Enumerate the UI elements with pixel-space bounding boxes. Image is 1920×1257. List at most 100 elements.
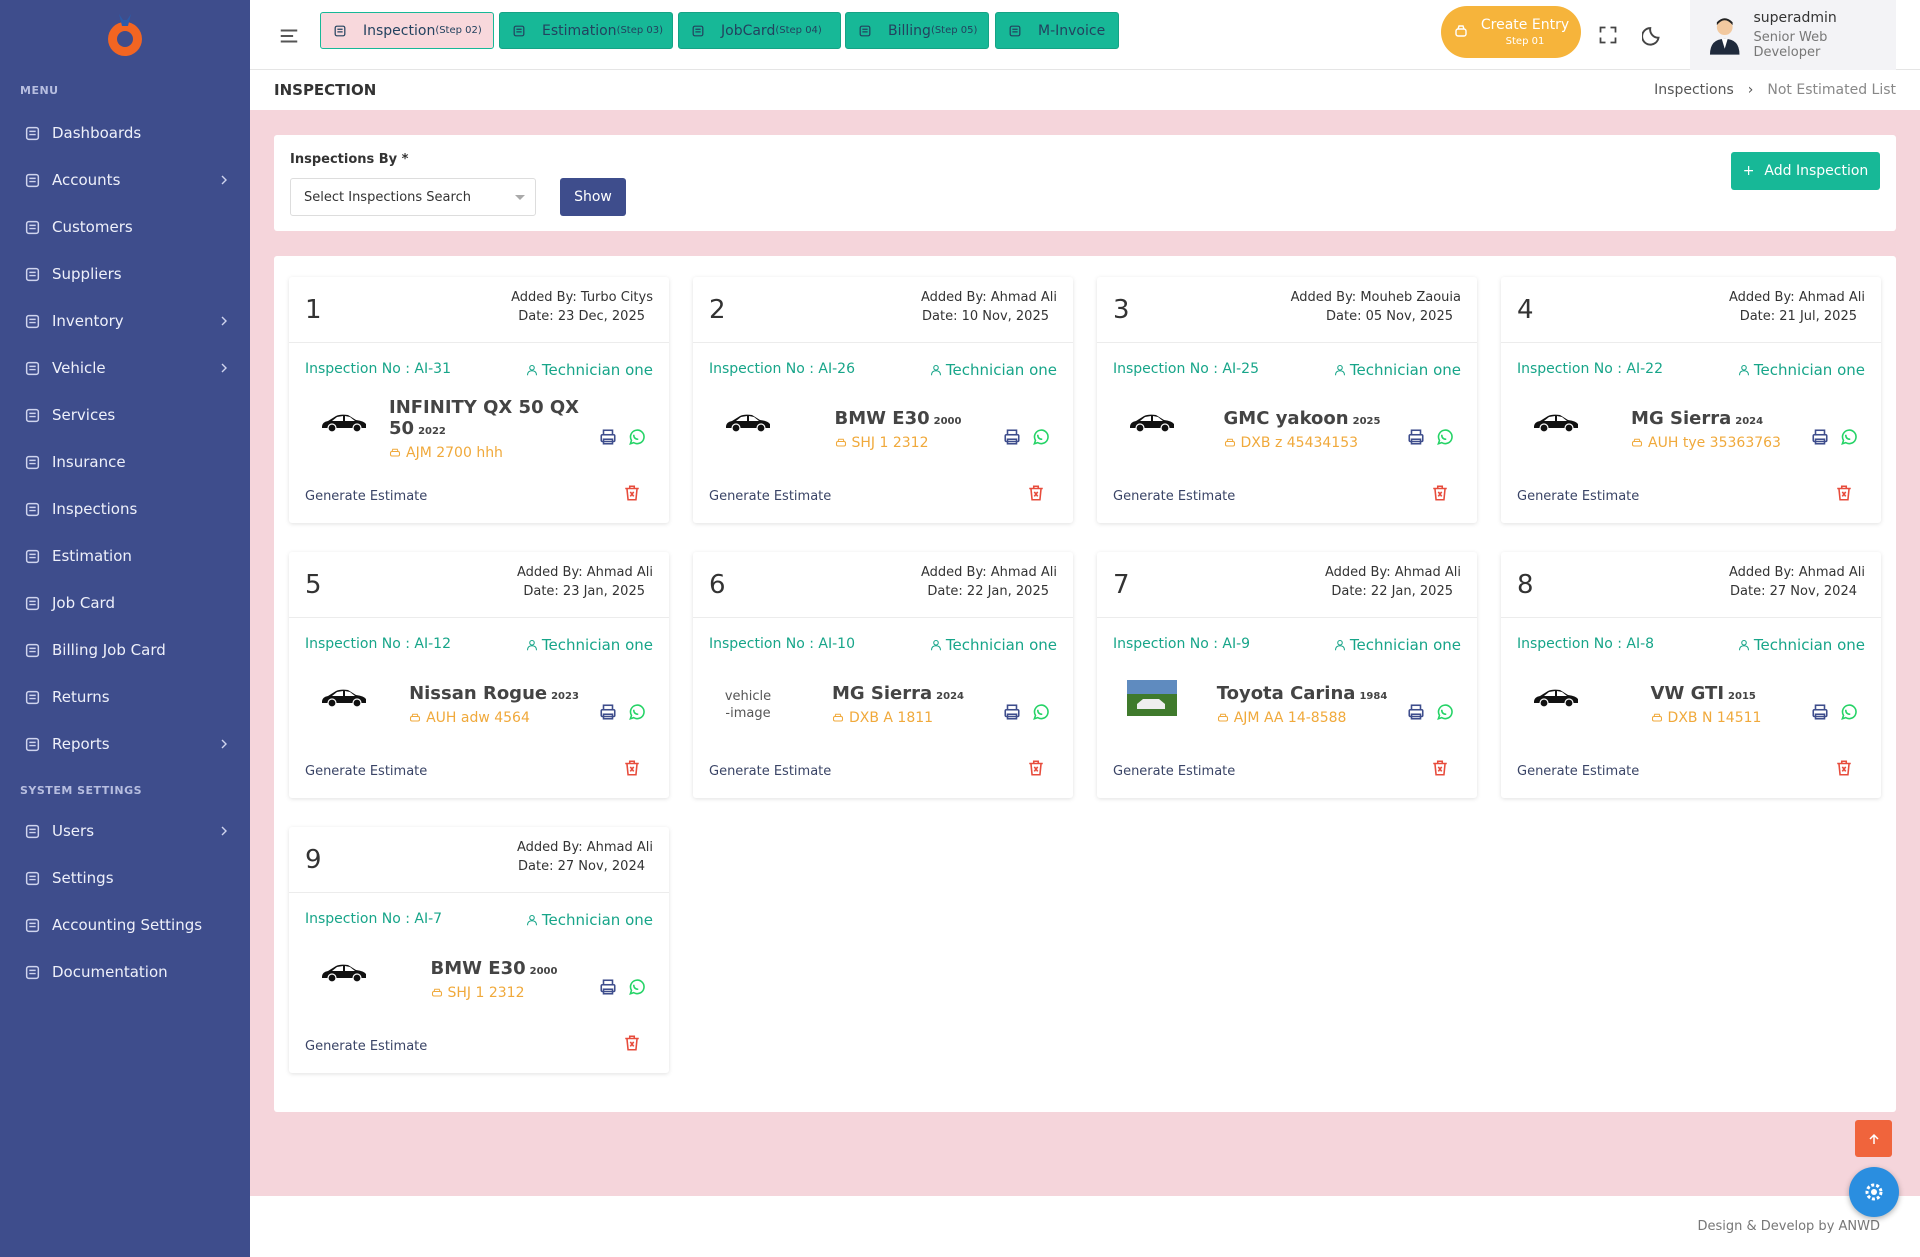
icon-part [352,423,362,433]
whatsapp-button[interactable] [1031,703,1049,725]
menu-item[interactable]: Insurance [24,447,230,477]
whatsapp-button[interactable] [1839,703,1857,725]
whatsapp-button[interactable] [1031,428,1049,450]
menu-item[interactable]: Billing Job Card [24,635,230,665]
icon-part [29,741,36,746]
delete-button[interactable] [1835,484,1853,506]
whatsapp-button[interactable] [627,428,645,450]
user-menu[interactable]: superadmin Senior Web Developer [1690,0,1896,70]
menu-item[interactable]: Accounting Settings [24,910,230,940]
menu-item[interactable]: Customers [24,212,230,242]
icon-part [834,713,842,717]
generate-estimate-link[interactable]: Generate Estimate [305,489,428,504]
card-header: 7 Added By: Ahmad Ali Date: 22 Jan, 2025 [1097,552,1477,618]
icon-part [1741,639,1747,646]
menu-item[interactable]: Job Card [24,588,230,618]
icon [1812,429,1828,445]
filter-select[interactable]: Select Inspections Search [290,178,536,216]
icon-part [433,988,441,992]
menu-item[interactable]: Documentation [24,957,230,987]
menu-toggle[interactable] [278,25,300,51]
step-button[interactable]: Billing (Step 05) [845,12,989,49]
icon-part [1653,713,1661,717]
generate-estimate-link[interactable]: Generate Estimate [1113,489,1236,504]
menu-item[interactable]: Services [24,400,230,430]
vehicle-title: BMW E30 2000 [431,958,558,979]
inspection-no: Inspection No : AI-25 [1113,361,1259,377]
added-by: Added By: Turbo Citys [511,290,653,305]
vehicle-row: BMW E30 2000 SHJ 1 2312 [299,947,599,1013]
print-button[interactable] [1407,703,1425,725]
whatsapp-button[interactable] [1435,428,1453,450]
card-number: 9 [305,845,322,875]
whatsapp-button[interactable] [1435,703,1453,725]
icon [334,25,346,36]
icon [25,455,40,469]
menu-item[interactable]: Suppliers [24,259,230,289]
generate-estimate-link[interactable]: Generate Estimate [709,489,832,504]
print-button[interactable] [599,428,617,450]
menu-item[interactable]: Estimation [24,541,230,571]
generate-estimate-link[interactable]: Generate Estimate [305,764,428,779]
fullscreen-button[interactable] [1598,25,1618,49]
breadcrumb: Inspections › Not Estimated List [1654,82,1896,98]
print-button[interactable] [599,978,617,1000]
print-button[interactable] [1811,428,1829,450]
generate-estimate-link[interactable]: Generate Estimate [709,764,832,779]
menu-item[interactable]: Reports [24,729,230,759]
icon-part [1457,25,1465,30]
delete-button[interactable] [1027,484,1045,506]
add-inspection-button[interactable]: + Add Inspection [1731,152,1880,190]
delete-button[interactable] [1027,759,1045,781]
icon [1812,704,1828,720]
step-button[interactable]: M-Invoice [995,12,1119,49]
generate-estimate-link[interactable]: Generate Estimate [1113,764,1236,779]
icon-part [1410,438,1422,445]
icon-part [352,973,362,983]
menu-item[interactable]: Inventory [24,306,230,336]
menu-item[interactable]: Accounts [24,165,230,195]
generate-estimate-link[interactable]: Generate Estimate [1517,764,1640,779]
whatsapp-button[interactable] [1839,428,1857,450]
print-button[interactable] [1003,703,1021,725]
icon-part [29,365,36,370]
print-button[interactable] [1407,428,1425,450]
generate-estimate-link[interactable]: Generate Estimate [305,1039,428,1054]
create-entry-button[interactable]: Create Entry Step 01 [1441,6,1581,58]
whatsapp-button[interactable] [627,703,645,725]
delete-button[interactable] [1431,484,1449,506]
icon-part [327,423,337,433]
inspection-card: 8 Added By: Ahmad Ali Date: 27 Nov, 2024 In… [1501,552,1881,798]
step-button[interactable]: Inspection (Step 02) [320,12,494,49]
scroll-top-button[interactable] [1855,1120,1892,1157]
menu-item[interactable]: Settings [24,863,230,893]
whatsapp-button[interactable] [627,978,645,1000]
menu-item[interactable]: Users [24,816,230,846]
menu-item[interactable]: Returns [24,682,230,712]
icon [431,988,442,997]
breadcrumb-link[interactable]: Inspections [1654,82,1734,98]
delete-button[interactable] [623,759,641,781]
vehicle-name: BMW E30 [430,957,526,979]
icon-part [1814,713,1826,720]
menu-item[interactable]: Vehicle [24,353,230,383]
print-button[interactable] [599,703,617,725]
step-button[interactable]: JobCard (Step 04) [678,12,841,49]
icon-part [1408,433,1424,443]
menu-item-label: Documentation [52,963,168,981]
delete-button[interactable] [623,484,641,506]
show-button[interactable]: Show [560,178,626,216]
menu-item[interactable]: Dashboards [24,118,230,148]
delete-button[interactable] [623,1034,641,1056]
print-button[interactable] [1003,428,1021,450]
added-by: Added By: Ahmad Ali [921,290,1057,305]
menu-item[interactable]: Inspections [24,494,230,524]
theme-toggle[interactable] [1641,24,1664,50]
generate-estimate-link[interactable]: Generate Estimate [1517,489,1640,504]
delete-button[interactable] [1431,759,1449,781]
vehicle-row: vehicle-image MG Sierra 2024 DXB A 1811 [703,672,1003,738]
step-button[interactable]: Estimation (Step 03) [499,12,673,49]
settings-fab[interactable] [1849,1167,1899,1217]
delete-button[interactable] [1835,759,1853,781]
print-button[interactable] [1811,703,1829,725]
